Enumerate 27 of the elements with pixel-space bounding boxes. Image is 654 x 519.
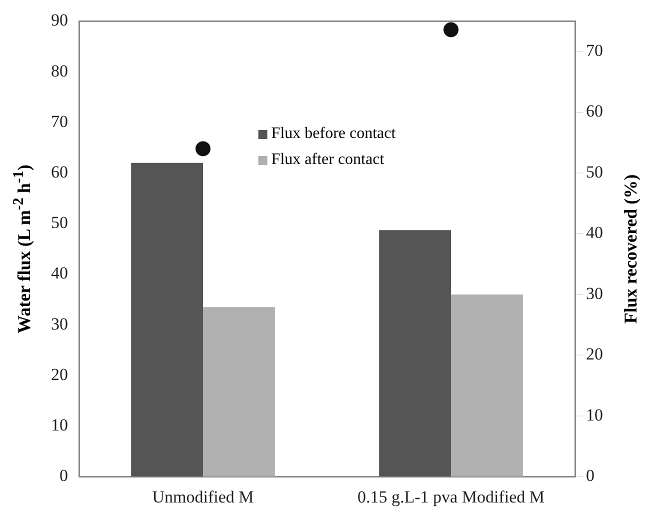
y2-tick-label: 30 [586,284,603,303]
y2-tick-label: 20 [586,344,603,364]
y-tick-label: 60 [51,162,68,182]
bar [451,294,523,477]
y-tick-label: 70 [51,112,68,131]
x-tick-label: 0.15 g.L-1 pva Modified M [358,487,544,506]
legend-label: Flux after contact [271,150,384,170]
y-tick-label: 90 [51,10,68,30]
y2-axis-title: Flux recovered (%) [620,174,642,324]
y-tick-label: 50 [51,213,68,232]
y2-tick-label: 70 [586,41,603,60]
y-tick-label: 20 [51,364,68,384]
y-tick-label: 40 [51,264,68,283]
y-tick-label: 0 [60,466,68,486]
y2-tick-label: 0 [586,466,594,486]
x-tick-label: Unmodified M [152,487,254,506]
y2-tick-label: 50 [586,162,603,182]
bar [203,307,275,477]
legend-label: Flux before contact [271,124,396,144]
y-tick-label: 10 [51,415,68,434]
y-tick-label: 30 [51,314,68,334]
y2-tick-label: 40 [586,223,603,242]
y2-tick-label: 10 [586,405,603,424]
y2-tick-label: 60 [586,102,603,121]
y-tick-label: 80 [51,61,68,80]
bar [131,162,203,477]
bar [379,230,451,477]
